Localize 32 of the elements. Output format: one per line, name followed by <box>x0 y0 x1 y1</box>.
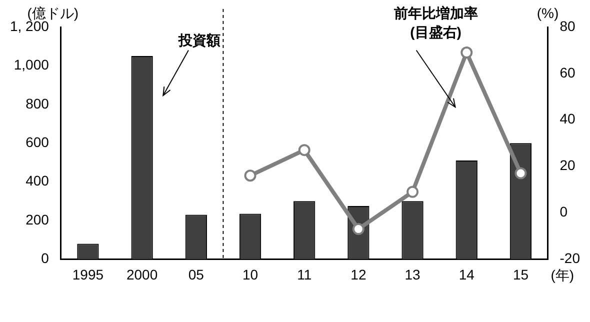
x-tick-label: 11 <box>297 266 312 282</box>
x-tick-label: 2000 <box>126 266 158 282</box>
y2-tick-label: 0 <box>560 204 568 220</box>
y2-tick-label: 40 <box>560 110 576 127</box>
y-tick-label: 400 <box>26 172 50 189</box>
annotation: 投資額 <box>178 32 221 48</box>
point <box>460 46 473 59</box>
point <box>352 223 364 236</box>
x-tick-label: 05 <box>188 266 204 282</box>
y2-tick-label: 60 <box>560 64 576 80</box>
y-tick-label: 200 <box>26 211 50 228</box>
point <box>244 170 256 182</box>
point <box>298 144 310 156</box>
y2-axis-title: (%) <box>536 4 559 21</box>
y-tick-label: 0 <box>41 250 50 266</box>
x-axis-title: (年) <box>550 267 574 284</box>
point <box>406 186 419 198</box>
y-tick-label: 600 <box>26 134 50 150</box>
point <box>514 167 527 180</box>
y2-tick-label: -20 <box>560 250 580 266</box>
x-tick-label: 1995 <box>72 266 104 282</box>
y2-tick-label: 80 <box>560 18 576 34</box>
x-tick-label: 10 <box>242 266 258 282</box>
x-tick-label: 12 <box>350 266 366 282</box>
x-tick-label: 13 <box>404 266 421 282</box>
x-tick-label: 14 <box>458 266 475 282</box>
y2-tick-label: 20 <box>560 157 576 174</box>
x-tick-label: 15 <box>512 266 529 282</box>
y-tick-label: 800 <box>26 95 50 112</box>
annotation: 前年比増加率 (目盛右) <box>392 4 478 40</box>
y-axis-title: (億ドル) <box>27 4 79 21</box>
y-tick-label: 1,000 <box>14 56 50 73</box>
